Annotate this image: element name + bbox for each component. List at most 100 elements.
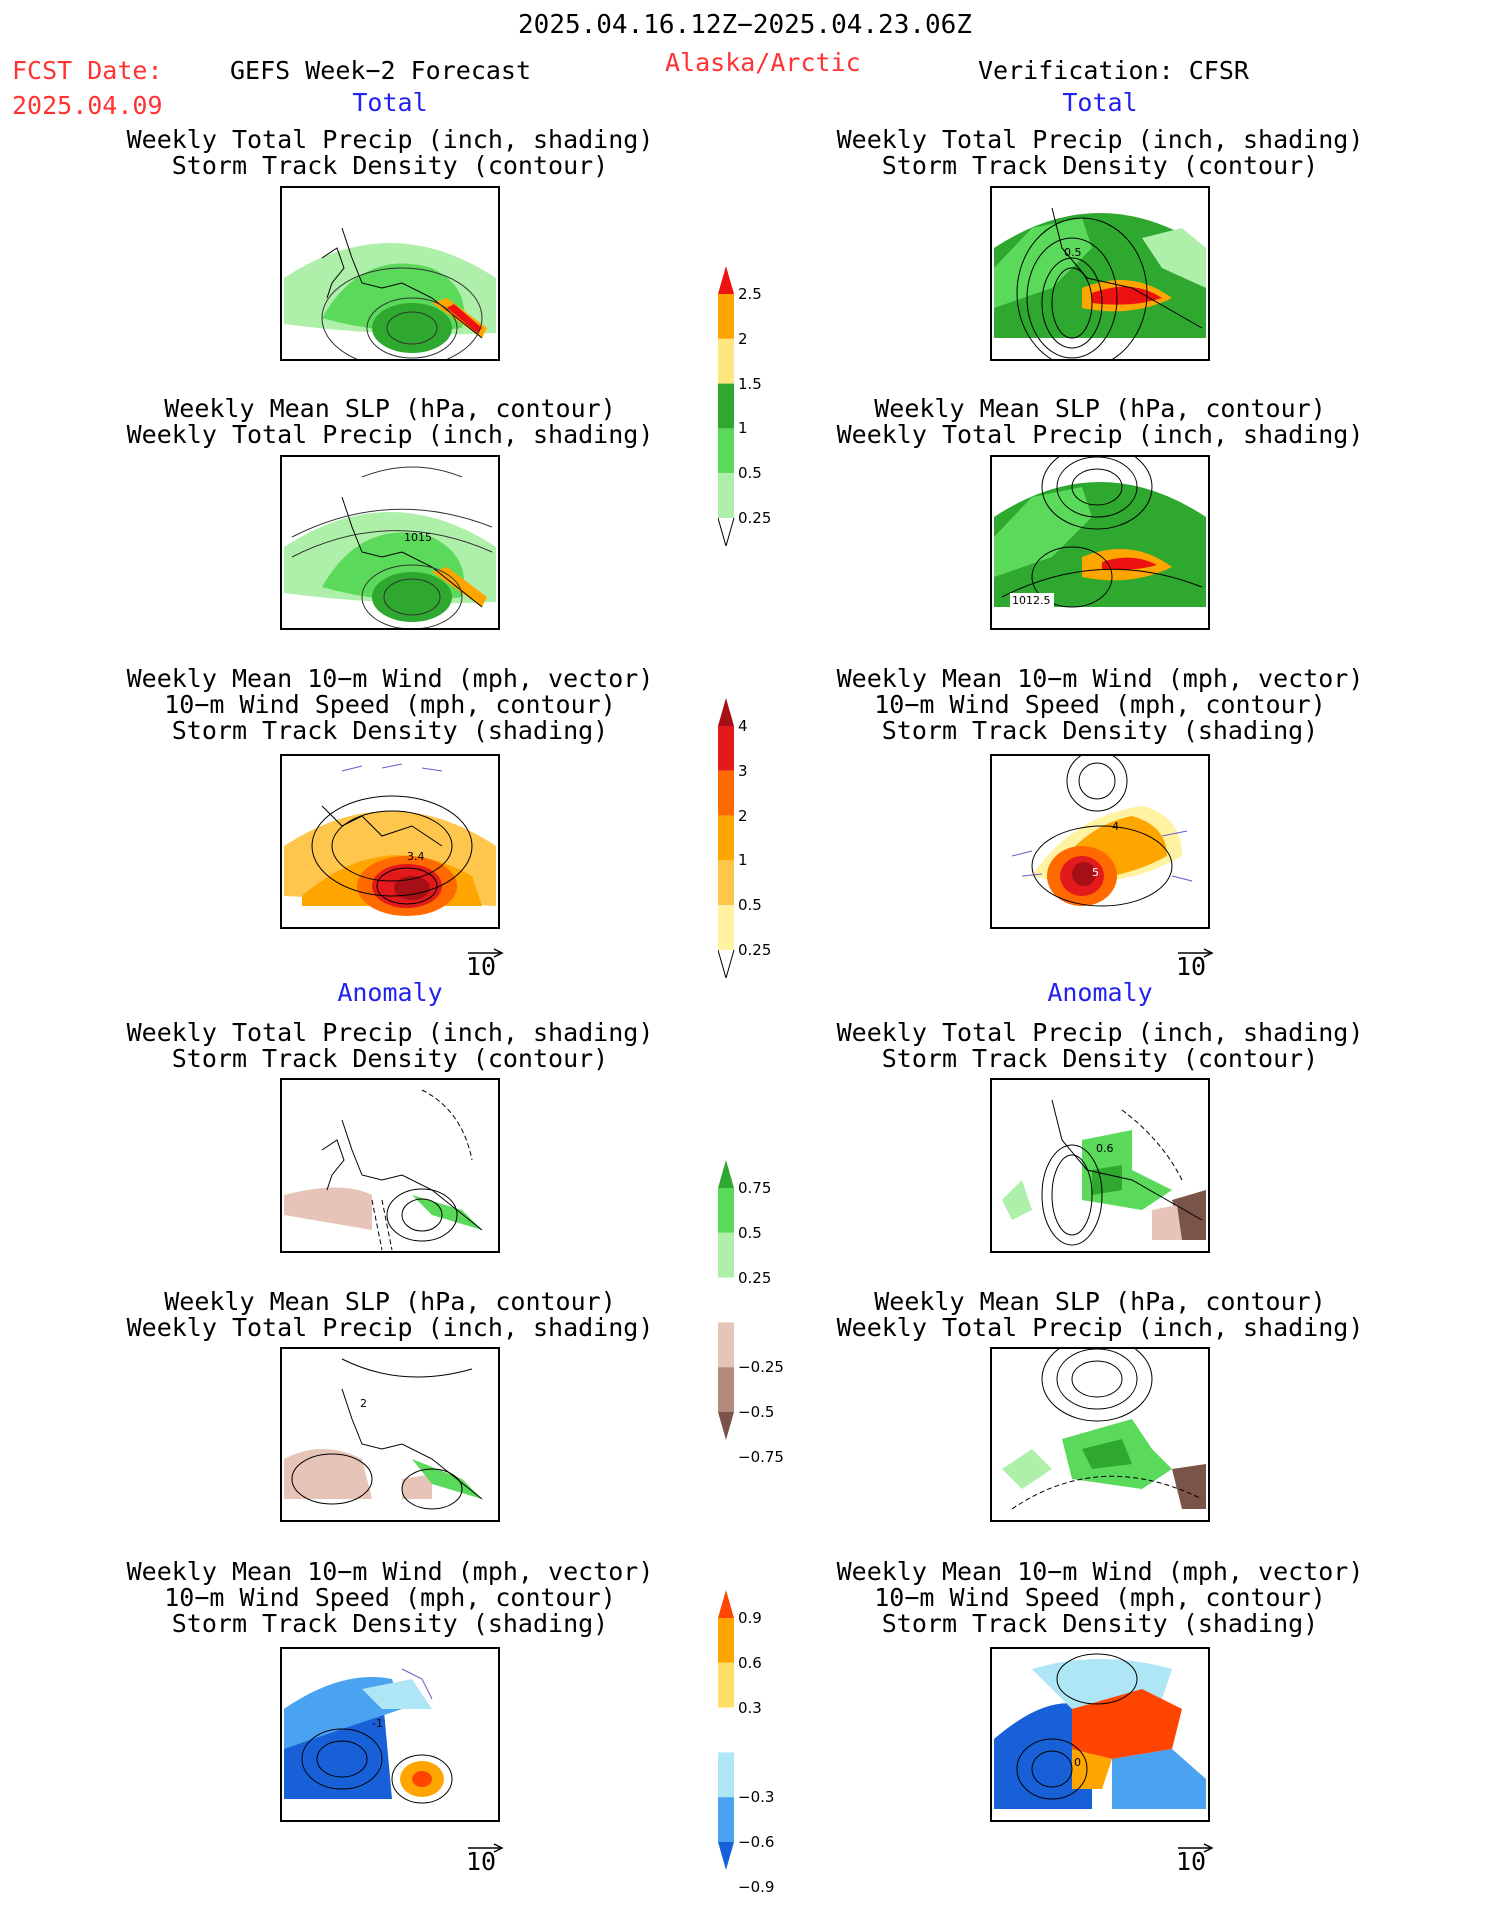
colorbar-tick-label: 0.3	[738, 1698, 762, 1717]
panel-title-line: Storm Track Density (contour)	[881, 1044, 1319, 1073]
colorbar-tick-label: 4	[738, 717, 748, 735]
colorbar-segment	[718, 1367, 734, 1412]
contour-label: 4	[1112, 820, 1119, 833]
map-cfsr-precip-anom: 0.6	[990, 1078, 1210, 1253]
vector-reference	[466, 940, 506, 965]
colorbar-graphic	[718, 1160, 734, 1440]
colorbar-segment	[718, 1277, 734, 1323]
colorbar-track-total: 4 3 2 1 0.5 0.25	[718, 698, 788, 978]
map-cfsr-wind-anom: 0	[990, 1647, 1210, 1822]
contour-label: 0	[1074, 1756, 1081, 1769]
panel-title-line: Weekly Mean SLP (hPa, contour)	[874, 394, 1326, 423]
panel-title-line: Weekly Mean SLP (hPa, contour)	[164, 1287, 616, 1316]
map-fcst-wind-total: 3.4	[280, 754, 500, 929]
map-cfsr-precip-total: 0.5	[990, 186, 1210, 361]
section-anomaly-left: Anomaly	[337, 978, 443, 1007]
contour-label: -1	[372, 1717, 383, 1730]
panel-title-line: Weekly Total Precip (inch, shading)	[836, 125, 1364, 154]
contour-label: 1012.5	[1012, 594, 1051, 607]
colorbar-segment	[718, 1618, 734, 1663]
contour-label: 1015	[404, 531, 432, 544]
panel-title-line: Weekly Mean 10−m Wind (mph, vector)	[126, 1557, 654, 1586]
colorbar-top-triangle	[718, 1160, 734, 1188]
colorbar-segment	[718, 294, 734, 339]
section-total-right: Total	[1062, 88, 1138, 117]
colorbar-tick-label: −0.6	[738, 1833, 775, 1851]
fcst-date-label: FCST Date:	[12, 56, 163, 85]
region-title: Alaska/Arctic	[665, 48, 861, 77]
verification-title: Verification: CFSR	[978, 56, 1249, 85]
colorbar-segment	[718, 338, 734, 384]
colorbar-bottom-triangle	[718, 517, 735, 546]
panel-title-line: Weekly Total Precip (inch, shading)	[126, 420, 654, 449]
model-title: GEFS Week−2 Forecast	[230, 56, 532, 85]
panel-title-line: Weekly Total Precip (inch, shading)	[836, 420, 1364, 449]
vector-reference-label: 10	[1176, 952, 1207, 981]
contour-label: 0.5	[1064, 246, 1082, 259]
date-range-title: 2025.04.16.12Z−2025.04.23.06Z	[518, 10, 972, 40]
panel-title-line: Weekly Total Precip (inch, shading)	[836, 1018, 1364, 1047]
colorbar-track-anom: 0.9 0.6 0.3 −0.3 −0.6 −0.9	[718, 1590, 798, 1896]
colorbar-tick-label: 0.6	[738, 1653, 762, 1672]
map-cfsr-slp-total: 1012.5	[990, 455, 1210, 630]
colorbar-segment	[718, 473, 734, 518]
contour-label: 2	[360, 1397, 367, 1410]
vector-reference-label: 10	[466, 952, 497, 981]
panel-title-line: Storm Track Density (contour)	[171, 151, 609, 180]
colorbar-segment	[718, 428, 734, 474]
colorbar-segment	[718, 1232, 734, 1278]
colorbar-tick-label: 0.5	[738, 464, 762, 483]
colorbar-bottom-triangle	[718, 1412, 734, 1440]
colorbar-tick-label: 0.5	[738, 896, 762, 915]
colorbar-segment	[718, 770, 734, 816]
panel-title-line: Storm Track Density (shading)	[881, 716, 1319, 745]
colorbar-graphic	[718, 698, 735, 978]
map-cfsr-slp-anom	[990, 1347, 1210, 1522]
panel-title-line: Storm Track Density (shading)	[171, 1609, 609, 1638]
colorbar-tick-label: 0.9	[738, 1609, 762, 1627]
vector-reference	[1176, 1835, 1216, 1860]
vector-reference	[466, 1835, 506, 1860]
colorbar-tick-label: 0.5	[738, 1223, 762, 1242]
colorbar-tick-label: 3	[738, 761, 748, 780]
colorbar-segment	[718, 1707, 734, 1753]
panel-title-line: Weekly Mean SLP (hPa, contour)	[164, 394, 616, 423]
colorbar-tick-label: 1	[738, 419, 748, 438]
colorbar-top-triangle	[718, 698, 734, 726]
contour-label: 0.6	[1096, 1142, 1114, 1155]
colorbar-bottom-triangle	[718, 949, 735, 978]
section-total-left: Total	[352, 88, 428, 117]
colorbar-tick-label: 0.25	[738, 509, 772, 527]
colorbar-precip-anom: 0.75 0.5 0.25 −0.25 −0.5 −0.75	[718, 1160, 798, 1466]
contour-label: 3.4	[407, 850, 425, 863]
colorbar-graphic	[718, 266, 735, 546]
panel-title-line: Weekly Total Precip (inch, shading)	[126, 1018, 654, 1047]
colorbar-tick-label: 0.75	[738, 1179, 772, 1197]
colorbar-segment	[718, 1797, 734, 1842]
colorbar-segment	[718, 815, 734, 861]
panel-title-line: Storm Track Density (contour)	[881, 151, 1319, 180]
map-cfsr-wind-total: 4 5	[990, 754, 1210, 929]
panel-title-line: Storm Track Density (shading)	[881, 1609, 1319, 1638]
colorbar-tick-label: 0.25	[738, 1268, 772, 1287]
panel-title-line: Weekly Mean 10−m Wind (mph, vector)	[126, 664, 654, 693]
colorbar-tick-label: 1.5	[738, 374, 762, 393]
colorbar-segment	[718, 1322, 734, 1368]
colorbar-tick-label: −0.5	[738, 1403, 775, 1421]
panel-title-line: Weekly Total Precip (inch, shading)	[836, 1313, 1364, 1342]
colorbar-segment	[718, 1662, 734, 1708]
colorbar-tick-label: −0.3	[738, 1788, 775, 1807]
colorbar-segment	[718, 860, 734, 906]
colorbar-segment	[718, 1752, 734, 1798]
colorbar-graphic	[718, 1590, 734, 1870]
colorbar-tick-label: −0.9	[738, 1877, 775, 1896]
map-fcst-slp-anom: 2	[280, 1347, 500, 1522]
colorbar-top-triangle	[718, 1590, 734, 1618]
colorbar-tick-label: 2.5	[738, 285, 762, 303]
vector-reference-label: 10	[466, 1847, 497, 1876]
colorbar-segment	[718, 1188, 734, 1233]
colorbar-segment	[718, 905, 734, 950]
colorbar-tick-label: −0.25	[738, 1358, 784, 1377]
panel-title-line: 10−m Wind Speed (mph, contour)	[164, 1583, 616, 1612]
colorbar-precip-total: 2.5 2 1.5 1 0.5 0.25	[718, 266, 788, 546]
